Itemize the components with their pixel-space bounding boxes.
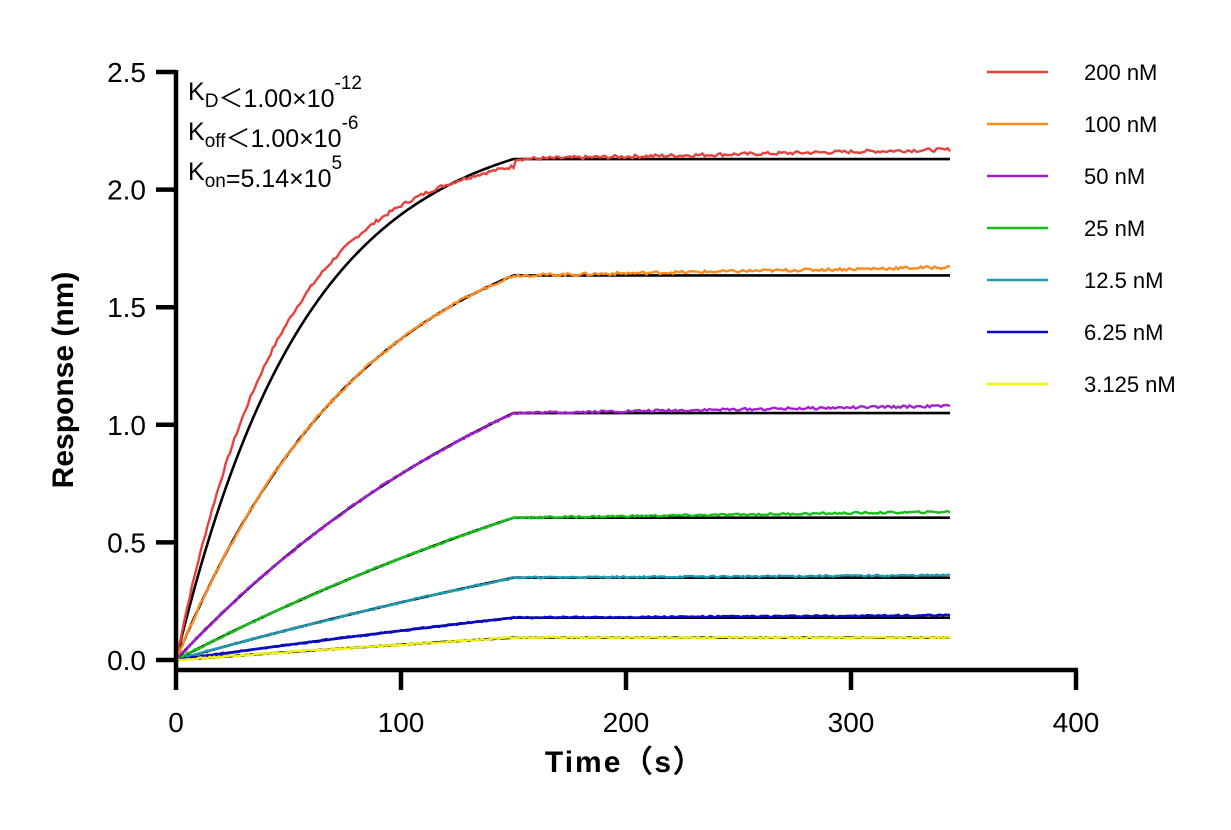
legend-label-6: 3.125 nM [1084,372,1176,397]
series-line-4 [175,573,951,662]
series-line-1 [174,264,951,661]
legend-label-5: 6.25 nM [1084,320,1164,345]
legend-label-1: 100 nM [1084,112,1157,137]
legend-label-2: 50 nM [1084,164,1145,189]
fit-curve-6 [175,636,950,662]
axes: 0.0 0.5 1.0 1.5 2.0 2.5 0 100 200 300 400 [107,57,1099,738]
y-tick-label-3: 1.5 [107,292,146,323]
x-axis-label: Time（s） [545,745,705,779]
x-tick-label-0: 0 [168,707,184,738]
x-tick-label-1: 100 [378,707,425,738]
x-tick-label-4: 400 [1053,707,1100,738]
legend-label-0: 200 nM [1084,60,1157,85]
series-line-0 [174,146,951,661]
annotation-on: Kon=5.14×105 [188,153,342,193]
series-line-3 [175,509,951,662]
data-series [174,146,951,662]
x-tick-label-3: 300 [828,707,875,738]
series-line-5 [175,613,951,662]
legend-label-3: 25 nM [1084,216,1145,241]
x-tick-label-2: 200 [603,707,650,738]
fit-curves [174,157,950,662]
y-axis-label: Response (nm) [47,272,80,489]
y-tick-label-0: 0.0 [107,645,146,676]
annotation-off: Koff＜1.00×10-6 [188,113,358,153]
annotation-D: KD＜1.00×10-12 [188,73,362,113]
y-tick-label-2: 1.0 [107,410,146,441]
y-tick-label-1: 0.5 [107,527,146,558]
series-line-2 [175,403,951,661]
legend-label-4: 12.5 nM [1084,268,1164,293]
legend: 200 nM 100 nM 50 nM 25 nM 12.5 nM 6.25 nM 3.12… [987,60,1176,397]
series-line-6 [175,635,951,662]
y-tick-label-4: 2.0 [107,175,146,206]
y-tick-label-5: 2.5 [107,57,146,88]
fit-curve-0 [174,157,950,661]
